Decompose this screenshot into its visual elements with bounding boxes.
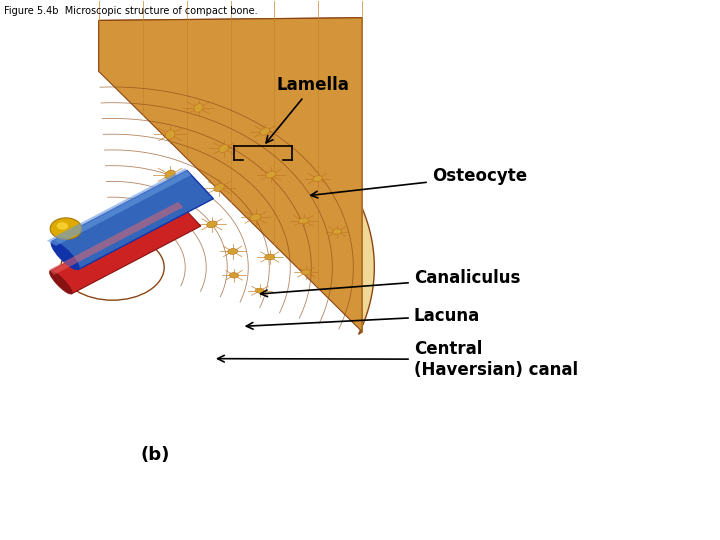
- Polygon shape: [99, 18, 362, 332]
- Ellipse shape: [256, 288, 264, 293]
- Ellipse shape: [250, 214, 261, 221]
- Ellipse shape: [298, 218, 309, 224]
- Ellipse shape: [219, 145, 228, 152]
- Ellipse shape: [57, 222, 68, 230]
- Text: Central
(Haversian) canal: Central (Haversian) canal: [217, 340, 578, 379]
- Text: Canaliculus: Canaliculus: [261, 269, 520, 296]
- Ellipse shape: [207, 221, 217, 228]
- Ellipse shape: [230, 273, 238, 278]
- Polygon shape: [52, 171, 213, 269]
- Polygon shape: [50, 203, 201, 294]
- Ellipse shape: [138, 202, 147, 211]
- Ellipse shape: [50, 218, 81, 239]
- Ellipse shape: [333, 229, 342, 234]
- Text: Lacuna: Lacuna: [246, 307, 480, 329]
- Ellipse shape: [260, 128, 269, 135]
- Polygon shape: [47, 168, 191, 246]
- Ellipse shape: [312, 176, 323, 182]
- Text: (b): (b): [141, 447, 170, 464]
- Text: Osteocyte: Osteocyte: [311, 167, 527, 198]
- Ellipse shape: [228, 248, 238, 254]
- Ellipse shape: [165, 170, 175, 179]
- Text: Figure 5.4b  Microscopic structure of compact bone.: Figure 5.4b Microscopic structure of com…: [4, 6, 257, 17]
- Ellipse shape: [266, 171, 276, 178]
- Ellipse shape: [265, 254, 275, 260]
- Ellipse shape: [166, 130, 175, 139]
- Ellipse shape: [50, 271, 72, 294]
- Ellipse shape: [172, 206, 181, 213]
- Text: Lamella: Lamella: [266, 76, 350, 143]
- Ellipse shape: [51, 241, 79, 270]
- Ellipse shape: [302, 270, 311, 275]
- Ellipse shape: [214, 184, 225, 192]
- Ellipse shape: [61, 234, 164, 300]
- Ellipse shape: [194, 104, 203, 112]
- Polygon shape: [99, 18, 374, 334]
- Polygon shape: [49, 202, 183, 275]
